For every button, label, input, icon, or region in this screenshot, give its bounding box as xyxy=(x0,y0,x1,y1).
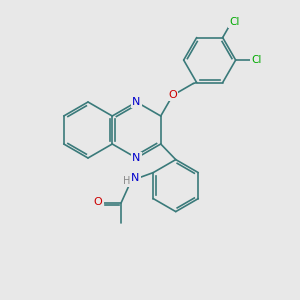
Text: N: N xyxy=(131,172,140,183)
Text: Cl: Cl xyxy=(230,17,240,27)
Text: H: H xyxy=(122,176,130,186)
Text: N: N xyxy=(132,97,141,107)
Text: N: N xyxy=(132,153,141,163)
Text: Cl: Cl xyxy=(251,55,262,65)
Text: O: O xyxy=(168,90,177,100)
Text: O: O xyxy=(94,196,103,207)
